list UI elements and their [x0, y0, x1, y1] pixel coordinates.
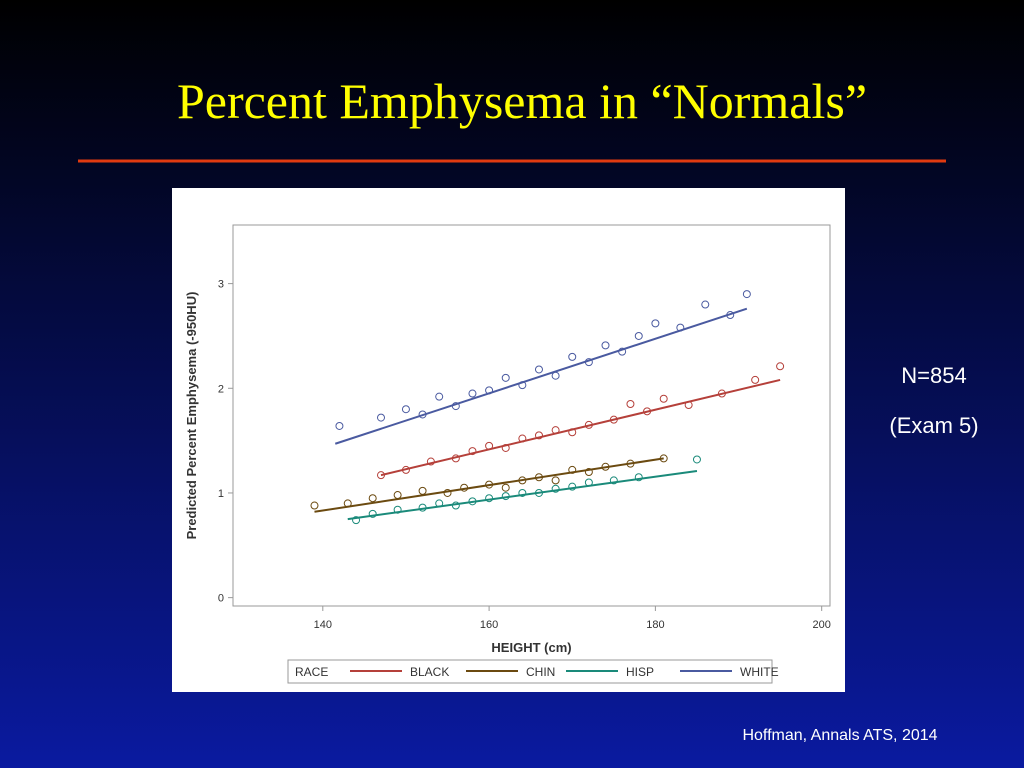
- data-point: [568, 352, 577, 361]
- legend-label: HISP: [626, 665, 654, 679]
- x-tick-label: 160: [480, 619, 498, 631]
- fit-line: [380, 378, 781, 477]
- x-tick-label: 200: [813, 619, 831, 631]
- data-point: [701, 300, 710, 309]
- x-tick-label: 140: [314, 619, 332, 631]
- data-point: [568, 482, 577, 491]
- data-point: [501, 373, 510, 382]
- data-point: [310, 501, 319, 510]
- data-point: [534, 365, 543, 374]
- y-tick-label: 2: [218, 383, 224, 395]
- data-point: [551, 476, 560, 485]
- y-axis-title: Predicted Percent Emphysema (-950HU): [184, 292, 199, 540]
- data-point: [435, 392, 444, 401]
- data-point: [335, 421, 344, 430]
- legend-box: [287, 659, 773, 684]
- annotation: (Exam 5): [889, 413, 978, 438]
- legend-label: BLACK: [410, 665, 449, 679]
- chart-panel: [172, 188, 845, 692]
- y-tick-label: 0: [218, 593, 224, 605]
- data-point: [659, 394, 668, 403]
- data-point: [742, 290, 751, 299]
- data-point: [551, 484, 560, 493]
- data-point: [468, 389, 477, 398]
- citation: Hoffman, Annals ATS, 2014: [742, 727, 937, 744]
- data-point: [776, 362, 785, 371]
- data-point: [468, 447, 477, 456]
- fit-line: [314, 457, 664, 513]
- annotation: N=854: [901, 363, 966, 388]
- y-tick-label: 1: [218, 488, 224, 500]
- data-point: [352, 516, 361, 525]
- data-point: [634, 473, 643, 482]
- data-point: [601, 341, 610, 350]
- data-point: [626, 399, 635, 408]
- legend-label: CHIN: [526, 665, 555, 679]
- plot-frame: [232, 224, 831, 607]
- y-tick-label: 3: [218, 279, 224, 291]
- data-point: [651, 319, 660, 328]
- data-point: [751, 375, 760, 384]
- data-point: [501, 483, 510, 492]
- x-tick-label: 180: [646, 619, 664, 631]
- data-point: [584, 468, 593, 477]
- legend-title: RACE: [295, 665, 328, 679]
- data-point: [634, 331, 643, 340]
- data-point: [609, 476, 618, 485]
- data-point: [368, 509, 377, 518]
- data-point: [518, 488, 527, 497]
- fit-line: [347, 469, 698, 521]
- fit-line: [334, 307, 748, 445]
- data-point: [568, 465, 577, 474]
- legend-label: WHITE: [740, 665, 779, 679]
- data-point: [692, 455, 701, 464]
- data-point: [401, 405, 410, 414]
- data-point: [377, 413, 386, 422]
- x-axis-title: HEIGHT (cm): [491, 640, 571, 655]
- data-point: [368, 494, 377, 503]
- slide-title: Percent Emphysema in “Normals”: [177, 73, 867, 129]
- data-point: [534, 431, 543, 440]
